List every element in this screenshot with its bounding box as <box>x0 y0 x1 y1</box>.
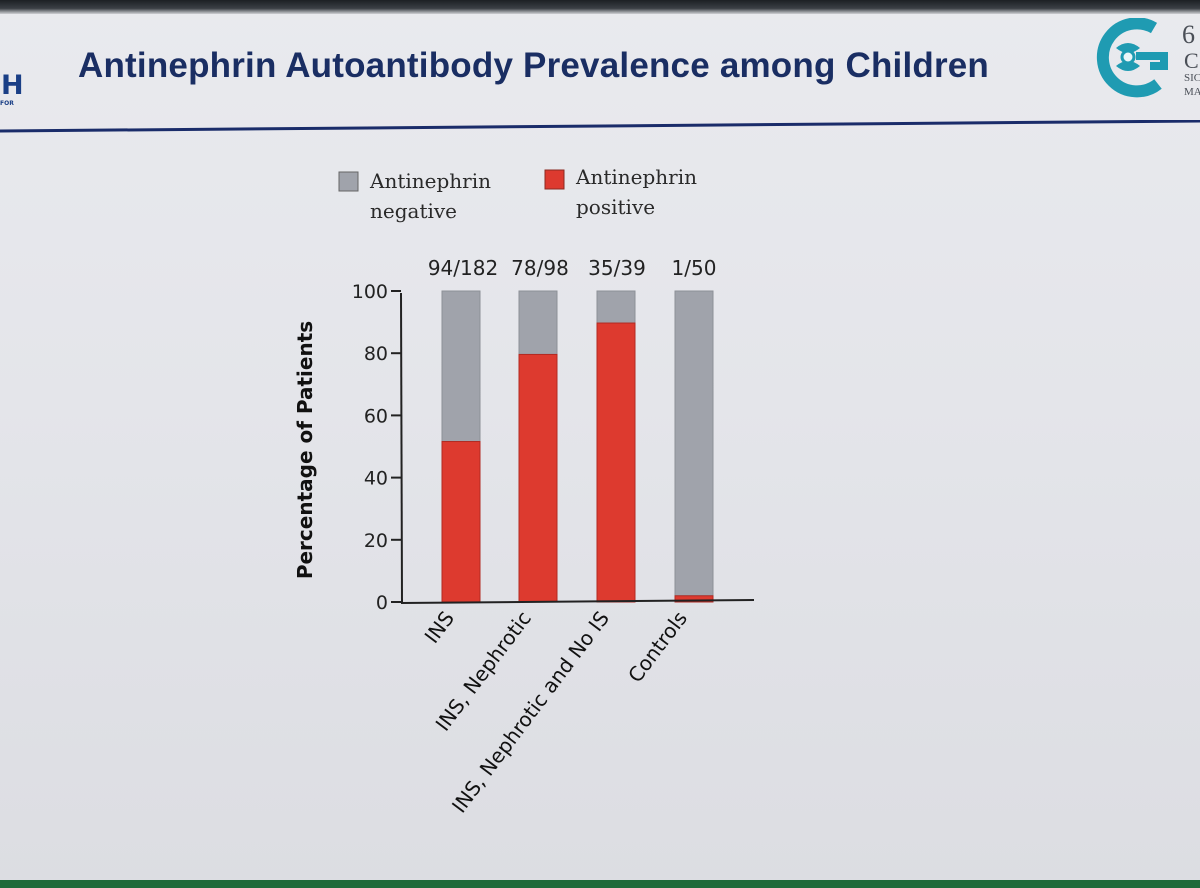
category-label: Controls <box>623 607 692 688</box>
category-label: INS, Nephrotic and No IS <box>447 607 614 818</box>
bar-positive <box>596 322 636 603</box>
y-axis-line <box>400 292 403 604</box>
y-tick-label: 100 <box>352 281 388 303</box>
y-tick-label: 60 <box>364 405 388 427</box>
category-label: INS <box>420 607 459 648</box>
ratio-label: 78/98 <box>511 256 569 280</box>
logo-left-subtext: FOR <box>0 100 14 107</box>
y-axis-title: Percentage of Patients <box>293 321 317 579</box>
bar-positive <box>674 595 714 603</box>
legend-label-negative-line2: negative <box>370 199 457 223</box>
logo-fragment-4: MA <box>1184 86 1200 98</box>
y-axis-ticks: 0 20 40 60 80 100 <box>352 281 401 614</box>
logo-fragment-3: SIC <box>1184 72 1200 84</box>
axes <box>400 292 755 604</box>
chart-legend: Antinephrin negative Antinephrin positiv… <box>338 165 697 223</box>
logo-left: H FOR <box>0 70 40 110</box>
bar-negative <box>674 290 714 597</box>
legend-swatch-negative <box>338 171 359 192</box>
y-tick-label: 80 <box>364 343 388 365</box>
ratio-labels: 94/182 78/98 35/39 1/50 <box>428 256 717 280</box>
society-logo: 6 C SIC MA <box>1092 14 1200 104</box>
logo-fragment-1: 6 <box>1182 20 1195 49</box>
legend-label-negative-line1: Antinephrin <box>369 169 491 193</box>
bar-negative <box>441 290 481 443</box>
bars <box>441 290 714 603</box>
legend-swatch-positive <box>544 169 565 190</box>
y-tick-label: 40 <box>364 468 388 490</box>
y-tick-label: 0 <box>376 592 388 614</box>
logo-left-letter: H <box>1 70 24 101</box>
legend-label-positive-line1: Antinephrin <box>575 165 697 189</box>
society-emblem-icon <box>1096 18 1168 98</box>
legend-label-positive-line2: positive <box>576 195 655 219</box>
screen-bottom-edge <box>0 880 1200 888</box>
ratio-label: 94/182 <box>428 256 498 280</box>
logo-fragment-2: C <box>1184 48 1199 73</box>
y-tick-label: 20 <box>364 530 388 552</box>
bar-positive <box>441 441 481 603</box>
bar-negative <box>518 290 558 355</box>
x-axis-line <box>400 599 755 604</box>
bar-positive <box>518 353 558 603</box>
bar-negative <box>596 290 636 324</box>
ratio-label: 1/50 <box>672 256 717 280</box>
screen-top-edge <box>0 0 1200 14</box>
slide-title: Antinephrin Autoantibody Prevalence amon… <box>78 46 990 85</box>
title-rule <box>0 120 1200 133</box>
ratio-label: 35/39 <box>588 256 646 280</box>
